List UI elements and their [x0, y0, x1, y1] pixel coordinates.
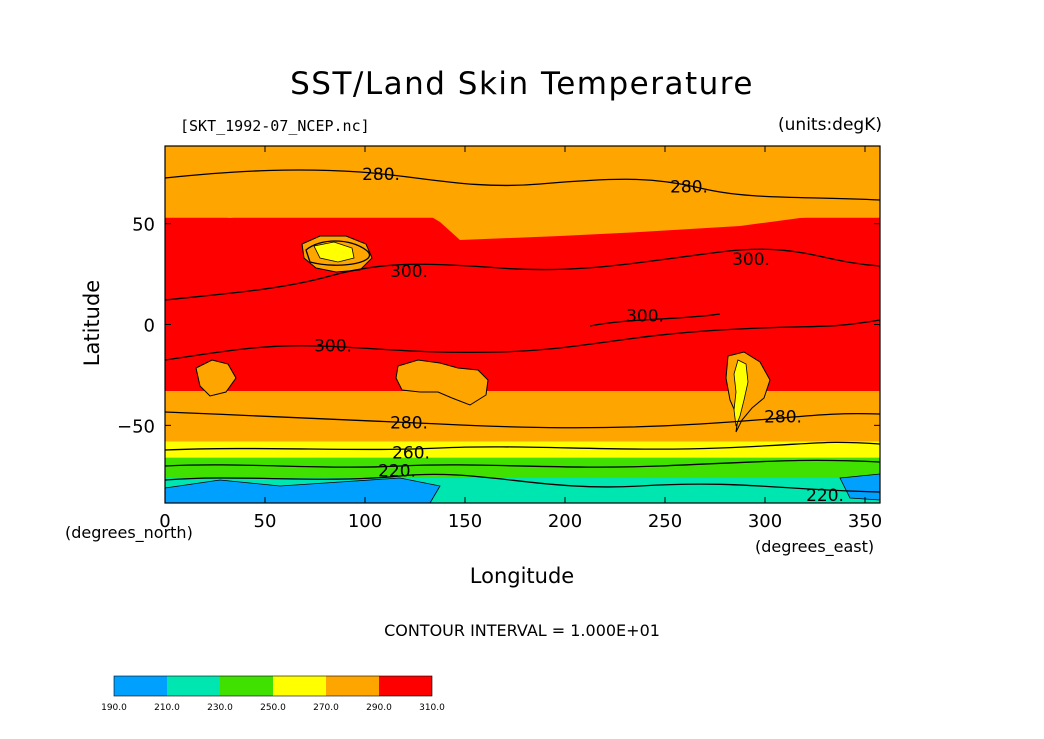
contour-label-9: 220.	[378, 462, 416, 482]
contour-260	[165, 441, 880, 451]
antarctic-core-shape	[165, 477, 441, 503]
contour-label-0: 280.	[362, 165, 400, 185]
units-label: (units:degK)	[778, 115, 882, 135]
x-tick-label-4: 200	[548, 511, 582, 532]
x-tick-label-2: 100	[348, 511, 382, 532]
colorbar-swatch-3	[273, 676, 326, 696]
tibet-core-shape	[313, 241, 355, 263]
x-axis-label: Longitude	[469, 564, 575, 588]
contour-220	[165, 473, 880, 493]
contour-label-3: 300.	[390, 262, 428, 282]
x-tick-label-6: 300	[748, 511, 782, 532]
x-tick-label-1: 50	[254, 511, 277, 532]
plot-area: 280.280.300.300.300.300.280. 280.260.220.…	[165, 146, 880, 506]
y-tick-label-1: 0	[144, 316, 155, 337]
contour-300-north	[165, 248, 880, 301]
colorbar: 190.0 210.0 230.0 250.0 270.0 290.0 310.0	[101, 675, 445, 713]
contour-label-8: 260.	[392, 444, 430, 464]
y-units-label: (degrees_north)	[65, 523, 193, 542]
contour-280-south	[165, 411, 880, 429]
contour-300-equator	[589, 313, 721, 327]
chart-title: SST/Land Skin Temperature	[290, 66, 754, 102]
contour-label-1: 280.	[670, 177, 708, 197]
y-tick-label-0: −50	[117, 416, 155, 437]
colorbar-label-1: 210.0	[154, 703, 180, 713]
contour-label-10: 220.	[806, 486, 844, 506]
contour-labels: 280.280.300.300.300.300.280. 280.260.220.…	[314, 165, 844, 506]
temperature-band-0	[165, 217, 880, 392]
dataset-filename: [SKT_1992-07_NCEP.nc]	[180, 117, 370, 135]
x-units-label: (degrees_east)	[755, 537, 875, 556]
contour-label-4: 300.	[626, 306, 664, 326]
contour-label-5: 300.	[314, 337, 352, 357]
colorbar-label-5: 290.0	[366, 703, 392, 713]
colorbar-swatch-1	[167, 676, 220, 696]
contour-280-north	[165, 169, 880, 201]
x-tick-label-0: 0	[159, 511, 170, 532]
colorbar-label-4: 270.0	[313, 703, 339, 713]
southern-africa-shape	[195, 359, 237, 397]
asia-north-shape	[165, 146, 880, 240]
contour-label-6: 280.	[390, 413, 428, 433]
australia-shape	[395, 359, 489, 406]
x-tick-label-5: 250	[648, 511, 682, 532]
colorbar-label-2: 230.0	[207, 703, 233, 713]
colorbar-swatch-2	[220, 676, 273, 696]
temperature-band-3	[165, 441, 880, 458]
colorbar-swatch-0	[114, 676, 167, 696]
y-tick-label-2: 50	[132, 215, 155, 236]
contour-tibet	[305, 240, 370, 266]
colorbar-swatch-5	[379, 676, 432, 696]
contour-lines	[165, 169, 880, 493]
contour-240	[165, 459, 880, 468]
colorbar-label-0: 190.0	[101, 703, 127, 713]
x-tick-label-7: 350	[848, 511, 882, 532]
contour-interval: CONTOUR INTERVAL = 1.000E+01	[384, 621, 660, 640]
contour-label-2: 300.	[732, 250, 770, 270]
colorbar-frame	[113, 675, 433, 697]
x-tick-label-3: 150	[448, 511, 482, 532]
contour-label-7: 280.	[764, 407, 802, 427]
colorbar-swatch-4	[326, 676, 379, 696]
contour-300-south	[165, 319, 880, 361]
colorbar-label-3: 250.0	[260, 703, 286, 713]
colorbar-label-6: 310.0	[419, 703, 445, 713]
axes: 0 50 100 150 200 250 300 350 −50 0 50	[117, 146, 882, 532]
